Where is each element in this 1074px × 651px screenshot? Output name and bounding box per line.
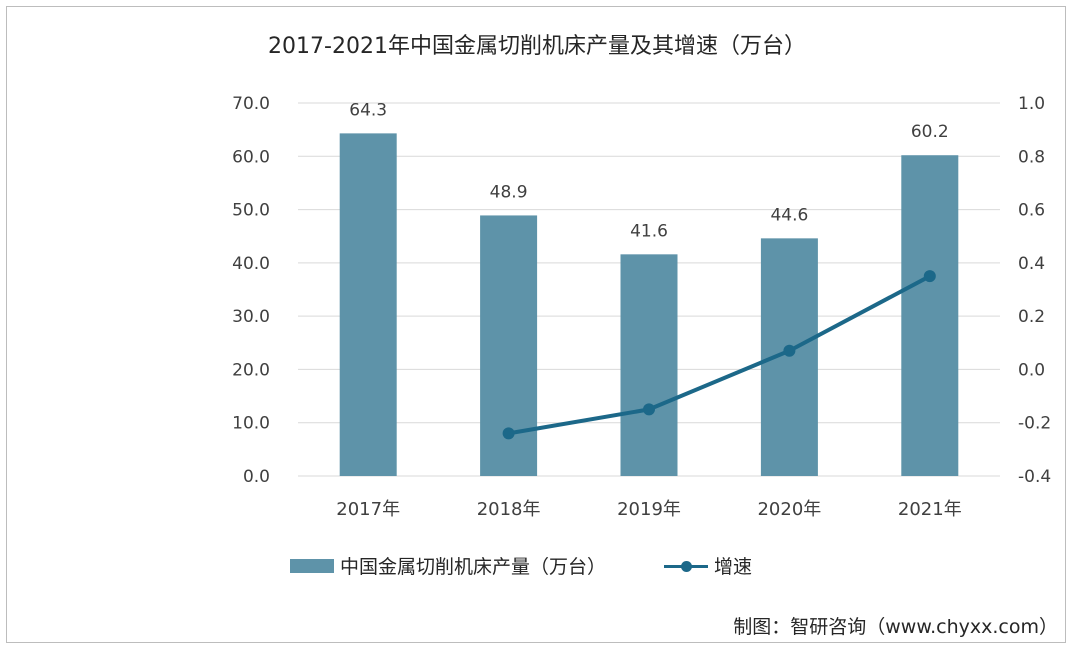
legend-item-growth: 增速 [664,552,752,579]
x-tick-label: 2020年 [757,499,821,520]
legend-bar-swatch [290,558,334,573]
bar-value-label: 60.2 [911,122,949,142]
legend-growth-label: 增速 [714,556,753,578]
y-left-tick-label: 0.0 [243,467,270,487]
y-right-tick-label: 0.0 [1018,360,1045,380]
source-credit: 制图：智研咨询（www.chyxx.com） [733,616,1058,638]
y-right-tick-label: 0.4 [1018,254,1045,274]
growth-marker [502,427,515,440]
y-right-tick-label: 1.0 [1018,94,1045,114]
y-left-tick-label: 10.0 [232,414,270,434]
bar-value-label: 44.6 [770,205,808,225]
y-left-tick-label: 70.0 [232,94,270,114]
x-tick-label: 2021年 [898,499,962,520]
x-tick-label: 2018年 [477,499,541,520]
y-left-tick-label: 50.0 [232,201,270,221]
bar [620,254,678,476]
y-left-tick-label: 40.0 [232,254,270,274]
legend-line-swatch [664,559,709,573]
bar-value-label: 48.9 [490,182,528,202]
chart-title: 2017-2021年中国金属切削机床产量及其增速（万台） [268,34,806,59]
bar [339,133,397,476]
y-right-tick-label: 0.6 [1018,201,1045,221]
y-left-tick-label: 60.0 [232,147,270,167]
y-right-tick-label: -0.2 [1018,414,1051,434]
x-tick-label: 2017年 [336,499,400,520]
y-right-tick-label: 0.2 [1018,307,1045,327]
growth-line [508,274,931,436]
y-left-tick-label: 20.0 [232,360,270,380]
legend-item-production: 中国金属切削机床产量（万台） [290,552,606,579]
legend: 中国金属切削机床产量（万台） 增速 [290,552,810,579]
bar-value-label: 41.6 [630,221,668,241]
growth-marker [643,403,655,416]
bar-value-label: 64.3 [349,100,387,120]
bar [901,155,959,476]
x-tick-label: 2019年 [617,499,681,520]
growth-marker [923,270,936,283]
y-right-tick-label: 0.8 [1018,147,1045,167]
legend-production-label: 中国金属切削机床产量（万台） [340,556,607,578]
y-left-tick-label: 30.0 [232,307,270,327]
y-right-tick-label: -0.4 [1018,467,1051,487]
growth-marker [783,344,796,357]
